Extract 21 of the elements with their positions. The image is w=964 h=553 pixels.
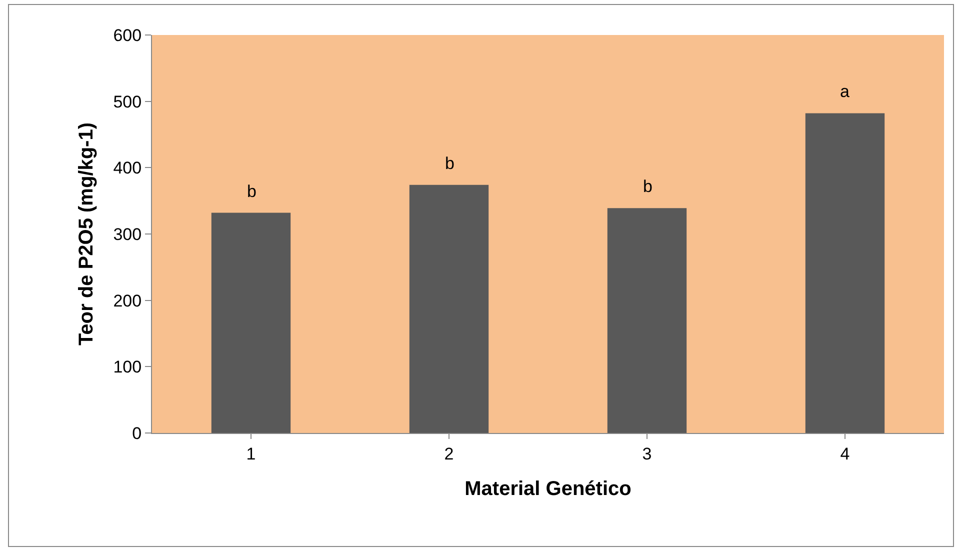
y-tick-label: 100 [113,358,142,377]
y-tick-label: 500 [113,92,142,112]
bar [409,184,489,433]
y-tick-label: 300 [113,224,142,244]
y-tick-label: 0 [132,424,142,443]
annotation: b [247,182,256,201]
y-tick-label: 400 [113,158,142,178]
y-tick-label: 200 [113,291,142,310]
annotation: b [445,154,454,173]
bar [607,208,687,433]
x-axis-title: Material Genético [464,478,632,500]
x-tick-label: 2 [444,444,454,464]
x-tick-label: 3 [642,444,652,464]
x-tick-label: 1 [246,444,256,464]
bar [211,212,291,433]
bar [805,113,885,433]
y-tick-label: 600 [113,26,142,45]
annotation: b [643,177,652,196]
x-tick-label: 4 [840,444,850,464]
y-axis-title: Teor de P2O5 (mg/kg-1) [76,122,98,346]
annotation: a [840,82,850,101]
